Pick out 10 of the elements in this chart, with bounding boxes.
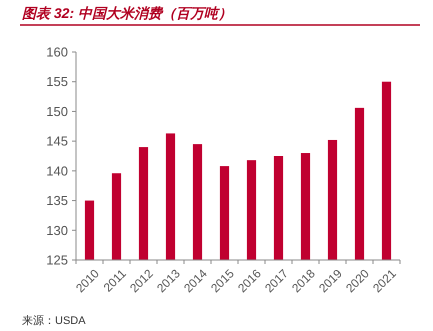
y-tick-label: 125 (46, 252, 68, 268)
y-tick-label: 160 (46, 44, 68, 60)
source-note: 来源：USDA (22, 314, 86, 327)
y-tick-label: 140 (46, 163, 68, 178)
y-tick-label: 150 (46, 104, 68, 119)
chart-title: 图表 32: 中国大米消费（百万吨） (22, 5, 232, 21)
y-tick-label: 130 (46, 222, 68, 238)
y-tick-label: 155 (46, 74, 68, 90)
y-tick-label: 135 (46, 193, 68, 208)
y-tick-label: 145 (46, 134, 68, 149)
